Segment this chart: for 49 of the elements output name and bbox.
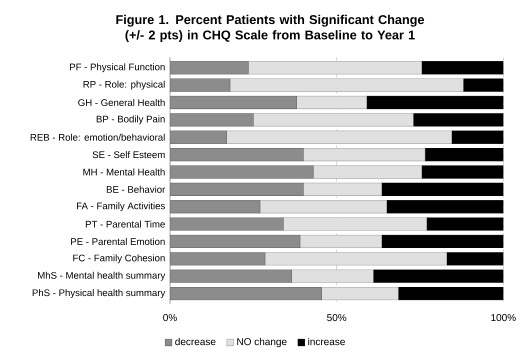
bar	[421, 165, 504, 179]
bar	[283, 217, 427, 231]
y-tick-label: BE - Behavior	[106, 186, 166, 193]
y-tick-label: PhS - Physical health summary	[32, 289, 166, 298]
y-tick-label: FA - Family Activities	[77, 202, 165, 212]
bar	[366, 96, 504, 110]
y-tick-label: SE - Self Esteem	[92, 151, 165, 158]
legend-label: NO change	[237, 338, 287, 348]
legend-label: increase	[308, 338, 345, 346]
bar	[386, 200, 504, 214]
y-tick-label: RP - Role: physical	[84, 80, 165, 90]
bar	[313, 165, 422, 179]
bar	[264, 252, 447, 266]
bar	[424, 148, 504, 162]
chart-title: Figure 1. Percent Patients with Significant Change (+/- 2 pts) in CHQ Scale from Baseline to Year 1	[116, 14, 424, 42]
bar	[381, 182, 504, 196]
bar	[253, 113, 414, 126]
x-tick-label: 0%	[163, 314, 177, 322]
bar	[321, 286, 399, 300]
bar	[260, 200, 387, 214]
bar	[303, 148, 426, 162]
bar	[291, 270, 374, 283]
y-tick-label: PT - Parental Time	[86, 220, 165, 228]
bar	[300, 234, 382, 248]
bar	[421, 61, 504, 74]
x-tick-label: 100%	[491, 314, 516, 322]
y-tick-label: PF - Physical Function	[70, 63, 165, 72]
bar	[413, 113, 504, 126]
y-tick-label: FC - Family Cohesion	[73, 254, 165, 264]
bar	[398, 286, 504, 300]
bar	[463, 78, 504, 92]
y-tick-label: PE - Parental Emotion	[71, 238, 165, 245]
bar	[373, 270, 504, 283]
bar	[230, 78, 464, 92]
bar	[226, 130, 452, 144]
bar	[446, 252, 504, 266]
y-tick-label: REB - Role: emotion/behavioral	[30, 134, 165, 141]
bar	[381, 234, 504, 248]
y-tick-label: GH - General Health	[78, 98, 165, 106]
bar	[426, 217, 504, 231]
y-tick-label: MH - Mental Health	[83, 168, 165, 176]
y-tick-label: MhS - Mental health summary	[38, 272, 166, 281]
legend-label: decrease	[175, 338, 216, 346]
x-tick-label: 50%	[327, 314, 346, 322]
bar	[451, 130, 504, 144]
bar	[303, 182, 382, 196]
bar	[296, 96, 367, 110]
bar	[248, 61, 422, 74]
y-tick-label: BP - Bodily Pain	[96, 115, 165, 124]
